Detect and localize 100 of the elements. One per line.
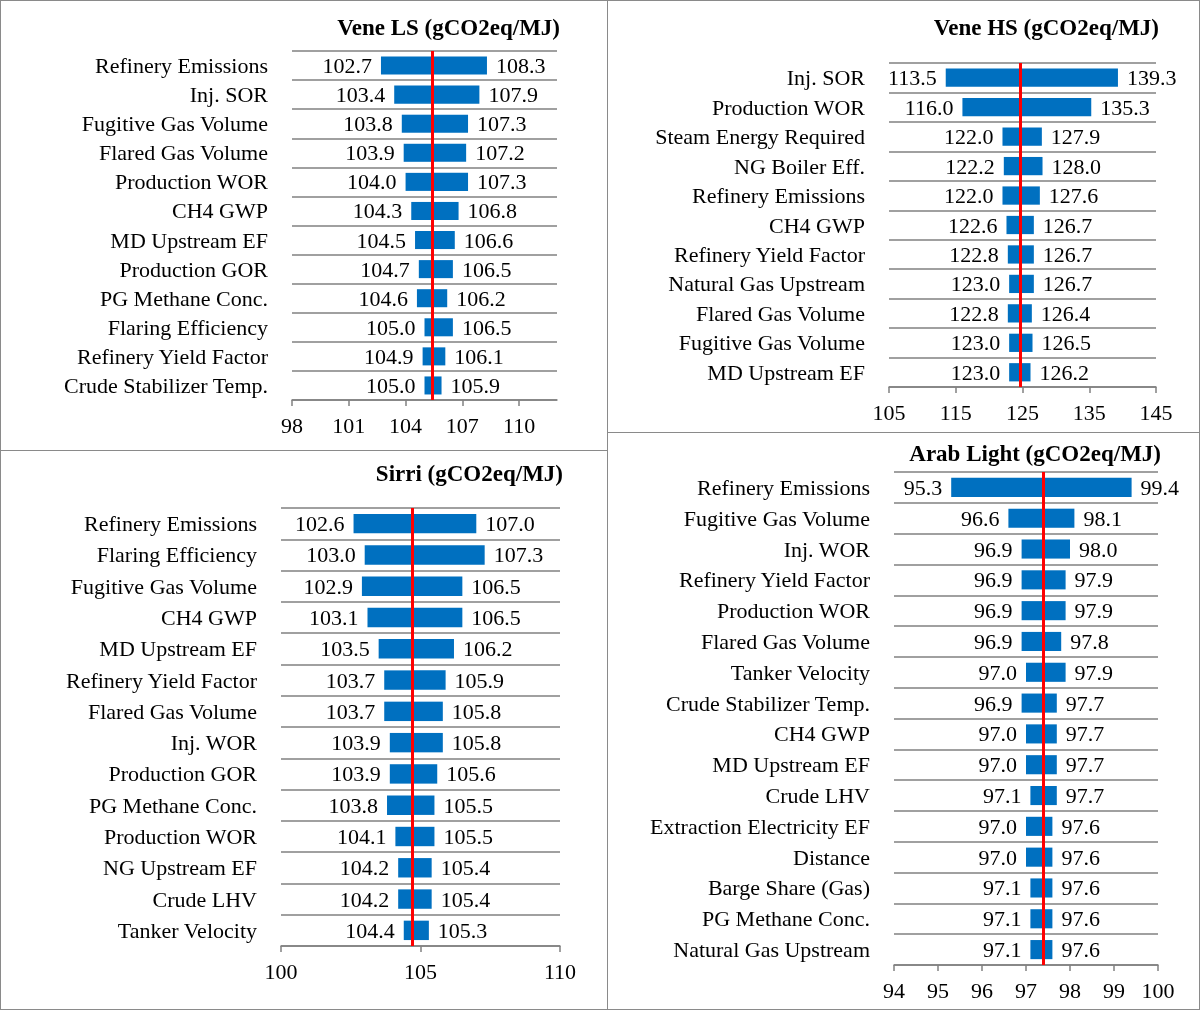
y-tick-label: MD Upstream EF [712, 752, 870, 778]
y-tick-label: Production GOR [119, 256, 269, 282]
y-tick-label: Fugitive Gas Volume [70, 573, 257, 599]
data-label: 97.9 [1074, 567, 1114, 593]
x-tick-label: 99 [1103, 977, 1125, 1003]
y-tick-label: Flared Gas Volume [700, 628, 870, 654]
bar [353, 513, 413, 534]
data-label: 104.9 [364, 343, 414, 369]
bar [364, 545, 413, 565]
data-label: 105.6 [446, 761, 496, 787]
data-label: 97.8 [1070, 628, 1109, 654]
y-tick-label: Refinery Emissions [84, 511, 257, 537]
bar [412, 576, 463, 596]
data-label: 97.6 [1061, 937, 1100, 963]
data-label: 96.9 [974, 567, 1013, 593]
y-tick-label: Refinery Emissions [95, 53, 268, 79]
bar [387, 795, 413, 815]
data-label: 104.5 [356, 227, 407, 253]
bar [432, 201, 459, 220]
x-tick-label: 105 [872, 399, 906, 425]
bar [412, 513, 477, 534]
data-label: 97.0 [978, 721, 1017, 747]
y-tick-label: Natural Gas Upstream [668, 271, 865, 297]
data-label: 97.1 [982, 906, 1022, 932]
data-label: 97.0 [978, 813, 1017, 839]
bar [394, 85, 433, 104]
bar [389, 732, 413, 753]
bar [412, 607, 463, 628]
chart-title: Sirri (gCO2eq/MJ) [375, 461, 563, 486]
data-label: 96.9 [974, 536, 1013, 562]
y-tick-label: Inj. SOR [189, 82, 269, 108]
y-tick-label: MD Upstream EF [110, 227, 268, 253]
bar [384, 670, 413, 690]
bar [1043, 508, 1075, 528]
bar [432, 172, 469, 191]
data-label: 108.3 [495, 53, 546, 79]
bar [412, 701, 443, 722]
data-label: 106.5 [471, 605, 521, 630]
data-label: 97.6 [1061, 813, 1100, 839]
data-label: 106.1 [454, 343, 504, 369]
bar [367, 607, 413, 628]
data-label: 106.2 [456, 285, 506, 311]
x-tick-label: 98 [281, 412, 303, 438]
bar [416, 289, 433, 308]
data-label: 103.7 [325, 667, 376, 693]
y-tick-label: Inj. SOR [786, 65, 866, 91]
bar [405, 172, 433, 191]
data-label: 105.8 [451, 698, 502, 724]
bar [418, 260, 433, 279]
y-tick-label: Crude LHV [765, 783, 871, 809]
data-label: 103.7 [325, 698, 376, 724]
bar [432, 114, 469, 133]
y-tick-label: Refinery Yield Factor [76, 343, 269, 369]
chart-title: Vene HS (gCO2eq/MJ) [933, 15, 1160, 40]
data-label: 98.0 [1079, 536, 1118, 562]
y-tick-label: Refinery Emissions [692, 183, 865, 209]
bar [398, 889, 413, 909]
y-tick-label: Production WOR [717, 598, 871, 624]
data-label: 126.5 [1041, 330, 1092, 356]
y-tick-label: CH4 GWP [161, 605, 257, 630]
x-tick-label: 95 [927, 977, 949, 1003]
y-tick-label: Refinery Yield Factor [65, 667, 258, 693]
data-label: 96.9 [974, 598, 1013, 624]
data-label: 103.8 [343, 111, 393, 137]
bar [1043, 724, 1057, 744]
y-tick-label: CH4 GWP [172, 198, 268, 224]
data-label: 103.5 [320, 636, 370, 662]
data-label: 105.3 [437, 917, 488, 943]
y-tick-label: Flared Gas Volume [87, 698, 257, 724]
data-label: 104.7 [360, 256, 410, 282]
y-tick-label: Tanker Velocity [117, 917, 257, 943]
data-label: 97.0 [978, 844, 1017, 870]
y-tick-label: Crude Stabilizer Temp. [666, 690, 870, 716]
data-label: 104.2 [339, 855, 390, 881]
bar [1043, 477, 1132, 497]
data-label: 116.0 [904, 94, 954, 120]
data-label: 122.6 [947, 212, 998, 238]
bar [384, 701, 413, 722]
data-label: 97.0 [978, 659, 1017, 685]
data-label: 104.1 [336, 824, 387, 849]
bar [945, 68, 1021, 87]
bar [412, 639, 454, 659]
y-tick-label: Crude LHV [152, 886, 258, 912]
x-tick-label: 96 [971, 977, 993, 1003]
data-label: 126.7 [1042, 241, 1093, 267]
y-tick-label: Barge Share (Gas) [707, 875, 870, 901]
y-tick-label: Production WOR [115, 169, 269, 195]
x-tick-label: 135 [1072, 399, 1106, 425]
data-label: 103.1 [308, 605, 359, 630]
bar [1020, 156, 1043, 176]
data-label: 105.0 [366, 372, 416, 398]
bar [1043, 662, 1066, 682]
y-tick-label: Fugitive Gas Volume [678, 330, 865, 356]
data-label: 97.1 [982, 875, 1022, 901]
bar [962, 98, 1021, 117]
data-label: 103.4 [335, 82, 386, 108]
x-tick-label: 94 [883, 977, 905, 1003]
y-tick-label: Inj. WOR [783, 536, 871, 562]
y-tick-label: Fugitive Gas Volume [81, 111, 268, 137]
bar [412, 858, 432, 878]
